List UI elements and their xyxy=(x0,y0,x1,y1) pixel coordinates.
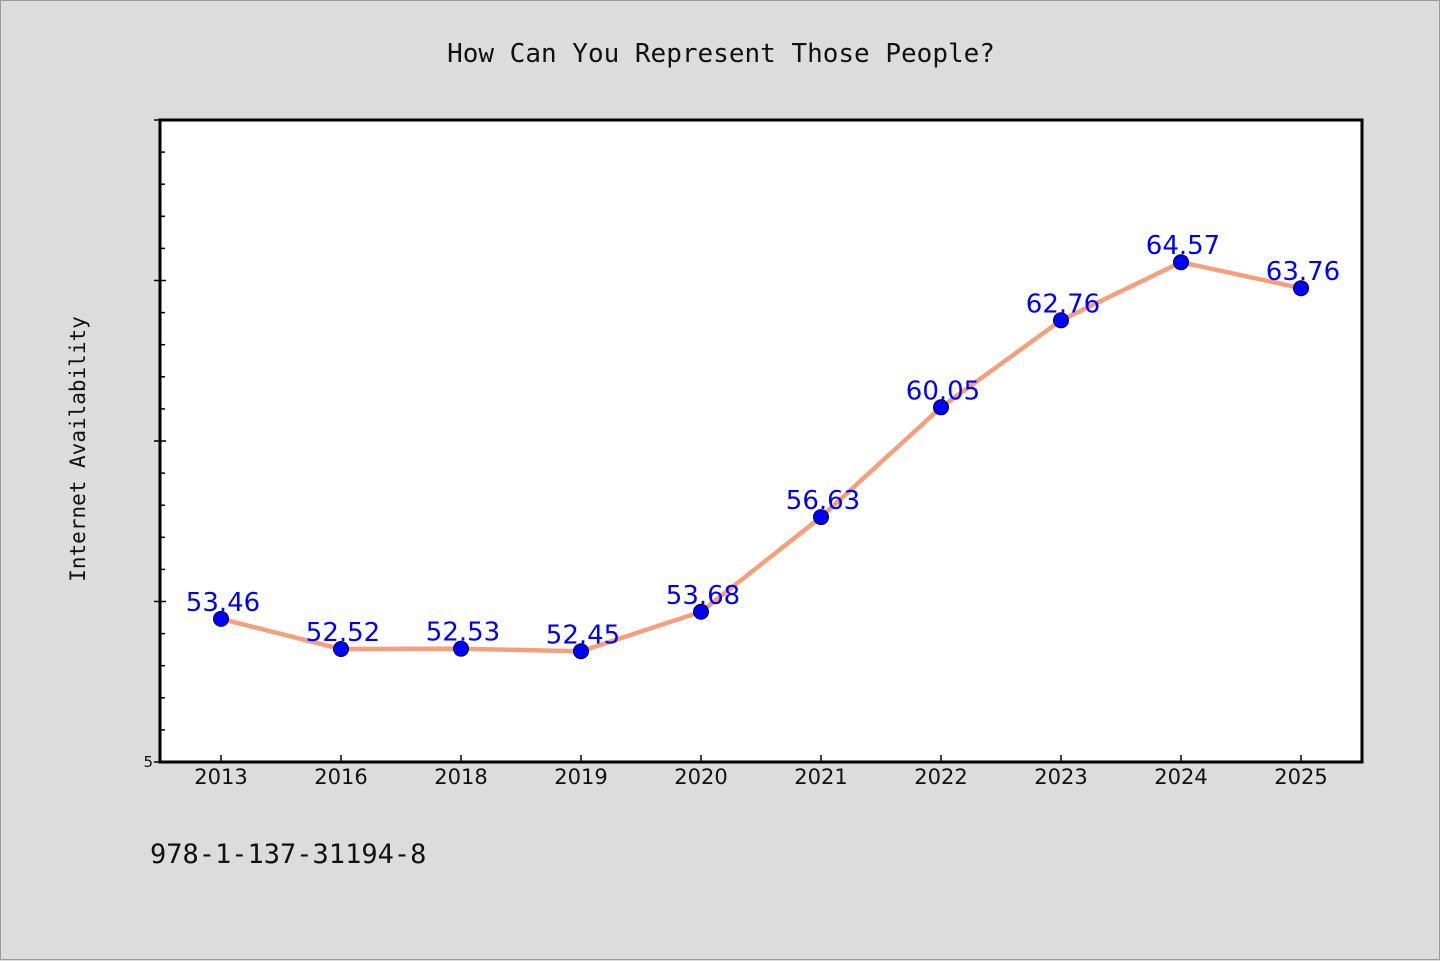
y-axis-ticks xyxy=(154,119,166,763)
y-tick-label: 5 xyxy=(143,753,153,771)
x-tick-label: 2016 xyxy=(314,765,367,789)
data-label: 53.68 xyxy=(666,581,740,611)
data-label: 60.05 xyxy=(906,376,980,406)
data-point-marker xyxy=(1053,312,1069,329)
data-point-marker xyxy=(213,610,229,627)
data-label: 63.76 xyxy=(1266,257,1340,287)
data-label: 62.76 xyxy=(1026,289,1100,319)
data-point-marker xyxy=(1173,254,1189,271)
data-label: 53.46 xyxy=(186,588,260,618)
x-tick-label: 2021 xyxy=(794,765,847,789)
data-label: 52.52 xyxy=(306,618,380,648)
x-tick-label: 2024 xyxy=(1154,765,1207,789)
x-tick-label: 2013 xyxy=(194,765,247,789)
data-label: 56.63 xyxy=(786,486,860,516)
x-tick-label: 2023 xyxy=(1034,765,1087,789)
series-line xyxy=(218,259,1304,654)
data-point-marker xyxy=(933,399,949,416)
x-tick-label: 2020 xyxy=(674,765,727,789)
x-tick-label: 2019 xyxy=(554,765,607,789)
data-label: 52.45 xyxy=(546,620,620,650)
data-label: 64.57 xyxy=(1146,231,1220,261)
x-axis-tick-labels: 2013 2016 2018 2019 2020 2021 2022 2023 2024 2025 xyxy=(194,765,1327,789)
x-tick-label: 2022 xyxy=(914,765,967,789)
y-axis-label: Internet Availability xyxy=(66,316,90,582)
plot-area xyxy=(158,118,1364,764)
data-labels: 53.46 52.52 52.53 52.45 53.68 56.63 60.05 62.76… xyxy=(186,231,1340,650)
chart-title: How Can You Represent Those People? xyxy=(447,39,995,69)
data-point-marker xyxy=(693,603,709,620)
data-label: 52.53 xyxy=(426,618,500,648)
x-tick-label: 2018 xyxy=(434,765,487,789)
data-point-marker xyxy=(573,643,589,660)
data-point-marker xyxy=(333,641,349,658)
x-axis-ticks xyxy=(220,755,1302,762)
footer-code: 978-1-137-31194-8 xyxy=(150,839,426,870)
data-point-marker xyxy=(813,509,829,526)
x-tick-label: 2025 xyxy=(1274,765,1327,789)
series-markers xyxy=(213,254,1309,660)
data-point-marker xyxy=(453,640,469,657)
data-point-marker xyxy=(1293,280,1309,297)
